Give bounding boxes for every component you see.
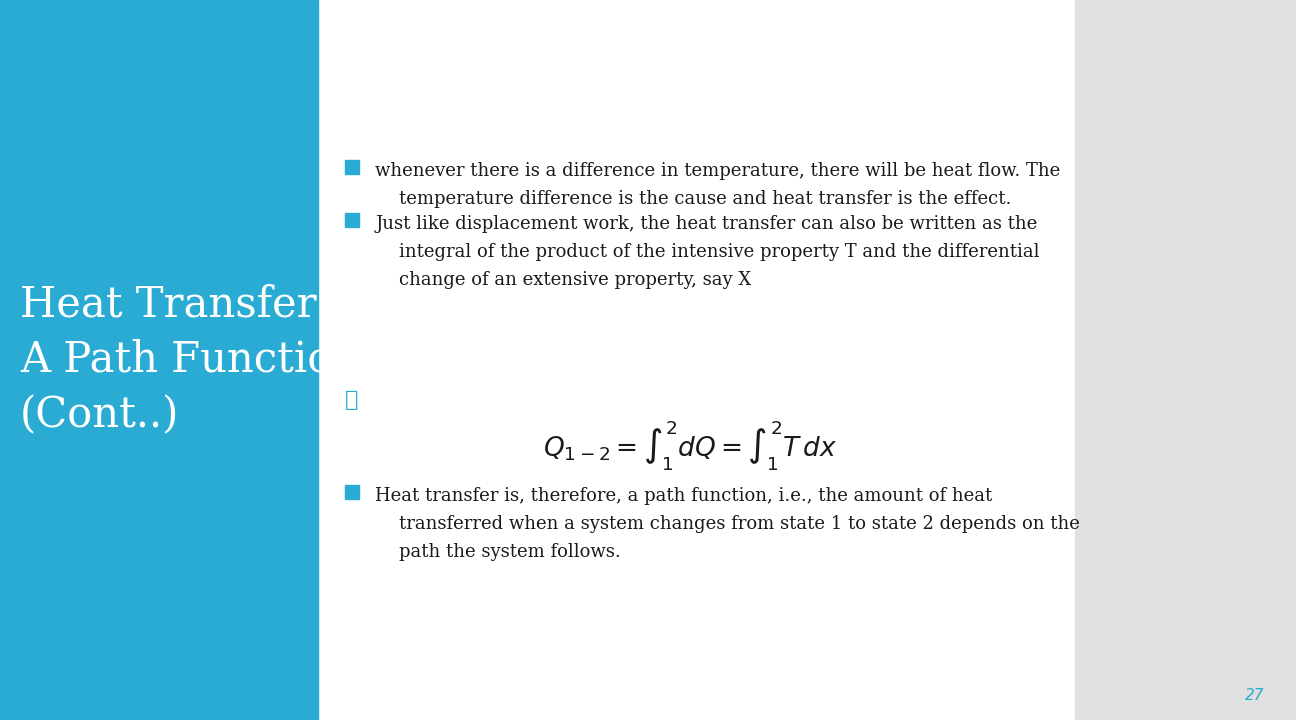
Bar <box>345 213 359 227</box>
Text: $Q_{1-2} = \int_1^2 dQ = \int_1^2 T\,dx$: $Q_{1-2} = \int_1^2 dQ = \int_1^2 T\,dx$ <box>543 418 837 472</box>
Bar <box>345 160 359 174</box>
Text: 27: 27 <box>1245 688 1265 703</box>
Text: 𝓬: 𝓬 <box>345 390 359 410</box>
Text: whenever there is a difference in temperature, there will be heat flow. The: whenever there is a difference in temper… <box>375 162 1060 180</box>
Text: Heat transfer is, therefore, a path function, i.e., the amount of heat: Heat transfer is, therefore, a path func… <box>375 487 993 505</box>
Text: temperature difference is the cause and heat transfer is the effect.: temperature difference is the cause and … <box>399 190 1011 208</box>
Text: Just like displacement work, the heat transfer can also be written as the: Just like displacement work, the heat tr… <box>375 215 1037 233</box>
Text: transferred when a system changes from state 1 to state 2 depends on the: transferred when a system changes from s… <box>399 515 1080 533</box>
Bar <box>0 0 318 720</box>
Bar <box>1074 0 1296 720</box>
Text: change of an extensive property, say X: change of an extensive property, say X <box>399 271 752 289</box>
Text: integral of the product of the intensive property T and the differential: integral of the product of the intensive… <box>399 243 1039 261</box>
Text: path the system follows.: path the system follows. <box>399 543 621 561</box>
Text: Heat Transfer -
A Path Function
(Cont..): Heat Transfer - A Path Function (Cont..) <box>19 284 359 436</box>
Bar <box>345 485 359 499</box>
